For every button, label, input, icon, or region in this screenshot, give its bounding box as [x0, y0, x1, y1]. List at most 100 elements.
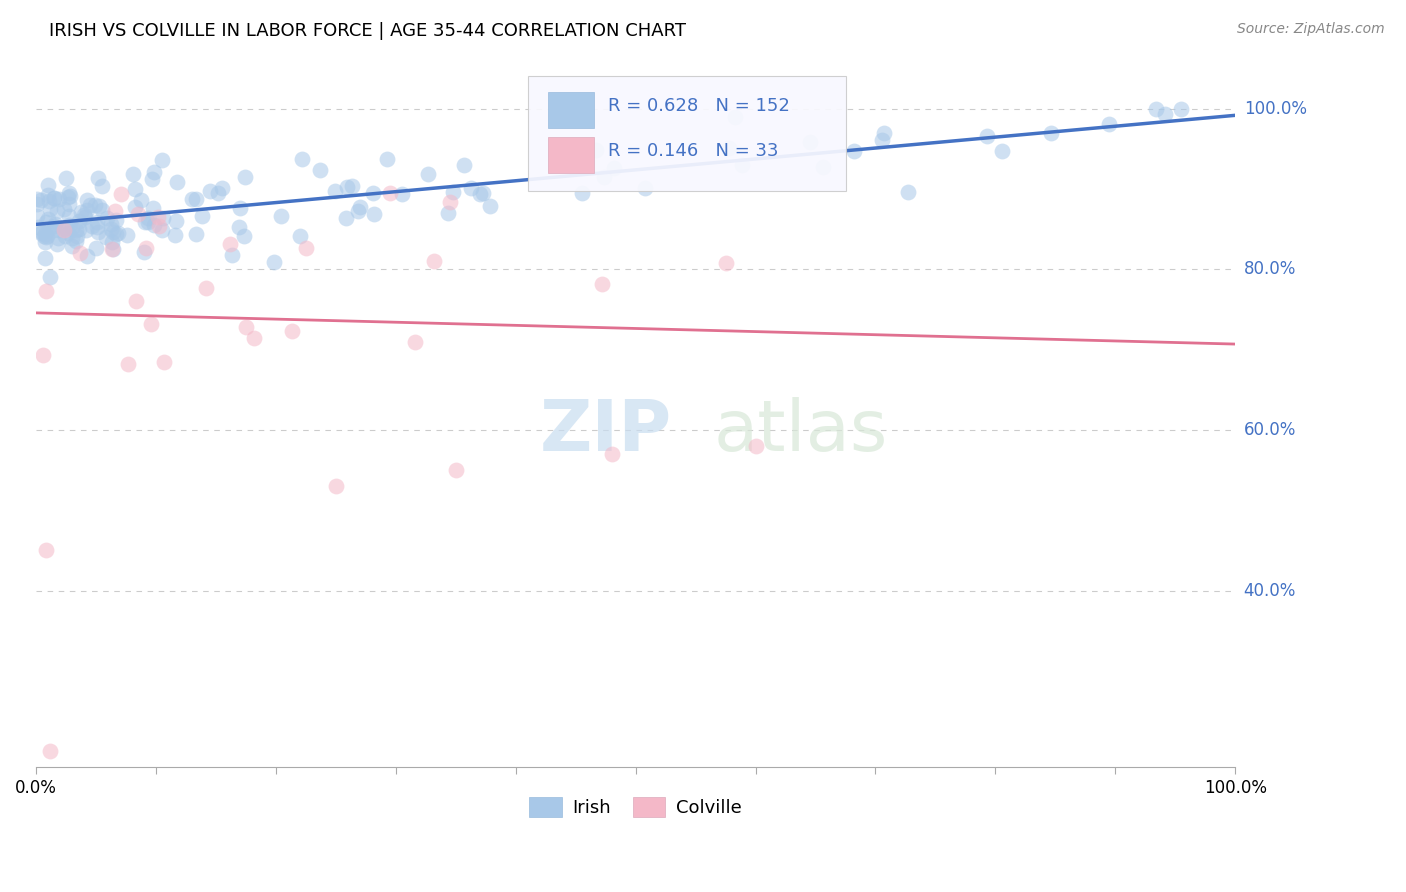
Point	[593, 169, 616, 184]
Point	[42, 191, 65, 205]
Point	[166, 175, 188, 189]
Point	[31, 226, 53, 240]
Point	[290, 229, 312, 244]
Point	[42, 222, 65, 236]
Point	[96, 211, 118, 226]
Text: 100.0%: 100.0%	[1244, 100, 1306, 118]
Point	[229, 202, 252, 216]
Point	[270, 210, 292, 224]
Point	[194, 281, 217, 295]
Point	[122, 167, 145, 181]
Point	[60, 239, 83, 253]
Point	[439, 194, 461, 209]
Point	[34, 235, 56, 249]
Text: 80.0%: 80.0%	[1244, 260, 1296, 278]
Point	[70, 205, 93, 219]
Point	[34, 215, 56, 229]
Point	[55, 228, 77, 243]
Point	[148, 219, 170, 234]
Point	[190, 209, 212, 223]
Point	[718, 141, 741, 155]
Point	[221, 248, 243, 262]
Point	[233, 170, 256, 185]
Point	[55, 170, 77, 185]
Point	[87, 199, 110, 213]
Point	[69, 222, 91, 236]
Point	[58, 209, 80, 223]
Point	[48, 223, 70, 237]
Point	[207, 186, 229, 201]
Point	[186, 193, 208, 207]
Point	[323, 185, 346, 199]
Point	[58, 227, 80, 241]
Point	[65, 222, 87, 236]
Point	[103, 242, 125, 256]
Point	[38, 269, 60, 284]
Point	[976, 128, 998, 143]
Point	[152, 211, 174, 226]
Point	[142, 202, 165, 216]
Point	[30, 227, 52, 241]
Point	[87, 170, 110, 185]
Point	[571, 186, 593, 201]
Point	[67, 214, 90, 228]
Point	[263, 255, 285, 269]
Point	[375, 152, 398, 166]
Point	[391, 187, 413, 202]
Point	[58, 196, 80, 211]
Text: IRISH VS COLVILLE IN LABOR FORCE | AGE 35-44 CORRELATION CHART: IRISH VS COLVILLE IN LABOR FORCE | AGE 3…	[49, 22, 686, 40]
Point	[468, 186, 491, 201]
Point	[58, 190, 80, 204]
Point	[437, 205, 460, 219]
Point	[58, 186, 80, 200]
Text: ZIP: ZIP	[540, 397, 672, 467]
Text: 40.0%: 40.0%	[1244, 582, 1296, 599]
Point	[184, 227, 207, 242]
Point	[165, 214, 187, 228]
Point	[143, 219, 166, 233]
Point	[35, 230, 58, 244]
Point	[309, 162, 332, 177]
Point	[404, 335, 426, 350]
Point	[58, 189, 80, 203]
Point	[142, 165, 165, 179]
Point	[1154, 107, 1177, 121]
Text: atlas: atlas	[714, 397, 889, 467]
Point	[132, 244, 155, 259]
Point	[291, 152, 314, 166]
FancyBboxPatch shape	[548, 92, 593, 128]
Point	[42, 192, 65, 206]
Point	[62, 231, 84, 245]
Point	[139, 317, 162, 331]
Point	[423, 253, 446, 268]
Point	[25, 210, 48, 224]
Point	[991, 144, 1014, 158]
Point	[138, 211, 160, 225]
Point	[336, 179, 359, 194]
Point	[844, 144, 866, 158]
Point	[107, 226, 129, 240]
Point	[73, 208, 96, 222]
Point	[724, 110, 747, 124]
Point	[69, 246, 91, 260]
Point	[38, 194, 60, 209]
Point	[134, 215, 156, 229]
Point	[66, 228, 89, 243]
Point	[349, 200, 371, 214]
Point	[211, 180, 233, 194]
Point	[91, 178, 114, 193]
Text: Source: ZipAtlas.com: Source: ZipAtlas.com	[1237, 22, 1385, 37]
Point	[1170, 102, 1192, 116]
Point	[731, 158, 754, 172]
Point	[335, 211, 357, 225]
Point	[152, 355, 174, 369]
FancyBboxPatch shape	[527, 76, 845, 191]
Legend: Irish, Colville: Irish, Colville	[522, 789, 749, 824]
Point	[35, 229, 58, 244]
Point	[30, 193, 52, 207]
Point	[744, 439, 766, 453]
Point	[65, 234, 87, 248]
Point	[34, 251, 56, 265]
Point	[100, 242, 122, 256]
Point	[44, 219, 66, 234]
